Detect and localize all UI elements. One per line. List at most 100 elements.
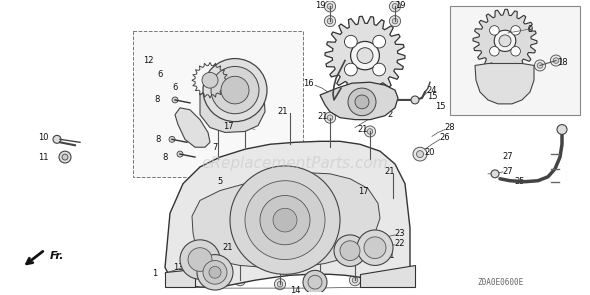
Circle shape <box>365 153 376 165</box>
Circle shape <box>327 18 333 24</box>
Polygon shape <box>325 16 405 95</box>
Circle shape <box>230 166 340 274</box>
Text: 21: 21 <box>232 112 242 121</box>
Circle shape <box>499 35 511 47</box>
Text: 10: 10 <box>38 133 48 142</box>
Text: 27: 27 <box>503 152 513 160</box>
Circle shape <box>287 110 293 116</box>
Bar <box>133 31 303 177</box>
Circle shape <box>314 279 326 290</box>
Circle shape <box>373 35 385 48</box>
Circle shape <box>324 112 336 123</box>
Text: 19: 19 <box>395 1 405 10</box>
Circle shape <box>245 181 325 260</box>
Circle shape <box>188 248 212 271</box>
Circle shape <box>388 168 399 179</box>
Circle shape <box>324 1 336 12</box>
Circle shape <box>234 275 245 286</box>
Circle shape <box>349 252 360 263</box>
Text: eReplacementParts.com: eReplacementParts.com <box>202 156 388 171</box>
Circle shape <box>203 260 227 284</box>
Circle shape <box>388 193 399 204</box>
Circle shape <box>273 208 297 232</box>
Text: 21: 21 <box>358 125 368 134</box>
Circle shape <box>327 4 333 9</box>
Text: 7: 7 <box>212 143 218 152</box>
Circle shape <box>180 240 220 279</box>
Text: 2: 2 <box>388 110 392 119</box>
Circle shape <box>550 55 562 66</box>
Circle shape <box>240 142 251 153</box>
Polygon shape <box>165 141 410 287</box>
Circle shape <box>352 255 358 260</box>
Text: Fr.: Fr. <box>50 250 64 260</box>
Polygon shape <box>320 82 398 120</box>
Circle shape <box>203 59 267 122</box>
Text: 27: 27 <box>503 167 513 176</box>
Circle shape <box>392 18 398 24</box>
Circle shape <box>314 254 326 265</box>
Circle shape <box>557 124 567 135</box>
Circle shape <box>413 147 427 161</box>
Circle shape <box>234 253 245 264</box>
Circle shape <box>389 16 401 27</box>
Circle shape <box>392 4 398 9</box>
Text: 24: 24 <box>427 86 437 95</box>
Circle shape <box>340 241 360 260</box>
Text: 21: 21 <box>278 107 289 116</box>
Text: 8: 8 <box>155 96 160 104</box>
Circle shape <box>365 126 376 137</box>
Text: 20: 20 <box>425 148 435 157</box>
Circle shape <box>367 129 373 134</box>
Text: 13: 13 <box>173 263 183 272</box>
Text: 18: 18 <box>557 58 568 67</box>
Circle shape <box>242 115 248 120</box>
Circle shape <box>274 279 286 290</box>
Circle shape <box>237 256 243 261</box>
Text: 9: 9 <box>527 24 533 34</box>
Circle shape <box>212 124 224 135</box>
Circle shape <box>535 60 546 71</box>
Text: 28: 28 <box>445 123 455 132</box>
Text: 21: 21 <box>303 256 313 265</box>
Circle shape <box>308 275 322 289</box>
Text: 21: 21 <box>223 243 233 252</box>
Circle shape <box>367 156 373 162</box>
Text: 16: 16 <box>303 79 313 88</box>
Polygon shape <box>475 63 534 104</box>
Circle shape <box>237 278 243 283</box>
Circle shape <box>389 1 401 12</box>
Circle shape <box>274 255 286 266</box>
Text: 11: 11 <box>38 153 48 162</box>
Circle shape <box>277 281 283 287</box>
Circle shape <box>317 257 323 262</box>
Circle shape <box>209 266 221 278</box>
Polygon shape <box>200 83 265 132</box>
Circle shape <box>334 235 366 266</box>
Circle shape <box>172 97 178 103</box>
Circle shape <box>287 142 293 147</box>
Circle shape <box>327 115 333 120</box>
Circle shape <box>169 136 175 142</box>
Circle shape <box>345 35 358 48</box>
Circle shape <box>411 96 419 104</box>
Circle shape <box>212 153 224 165</box>
Circle shape <box>242 145 248 150</box>
Circle shape <box>284 139 296 150</box>
Text: 5: 5 <box>217 177 222 186</box>
Polygon shape <box>360 266 415 287</box>
Text: 6: 6 <box>158 70 163 79</box>
Circle shape <box>324 16 336 27</box>
Text: 25: 25 <box>514 177 525 186</box>
Text: 21: 21 <box>267 255 277 264</box>
Text: 8: 8 <box>155 135 160 144</box>
Circle shape <box>53 135 61 143</box>
Text: 6: 6 <box>172 83 178 92</box>
Circle shape <box>197 255 233 290</box>
Text: 8: 8 <box>162 153 168 162</box>
Text: 14: 14 <box>290 286 300 295</box>
Text: 15: 15 <box>435 102 445 111</box>
Circle shape <box>345 63 358 76</box>
Circle shape <box>490 47 499 56</box>
Text: 21: 21 <box>318 112 328 121</box>
